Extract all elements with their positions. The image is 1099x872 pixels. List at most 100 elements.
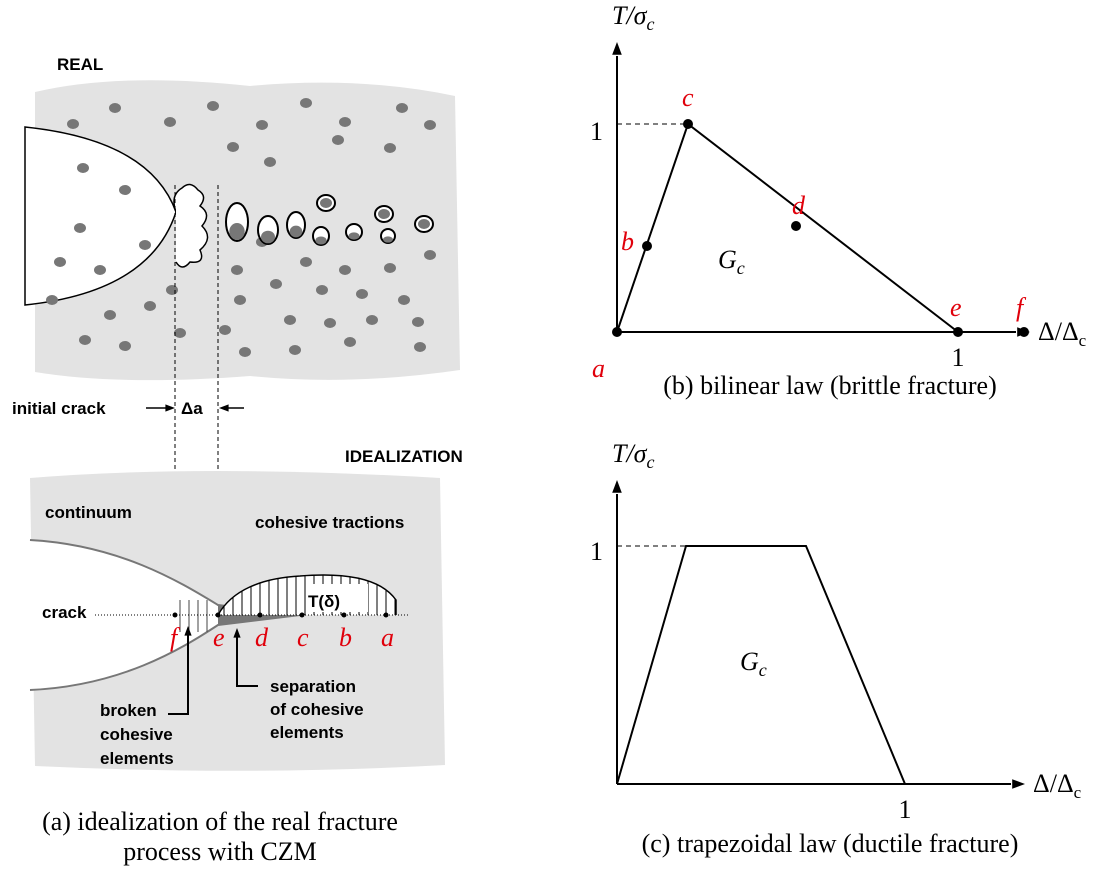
law-point (953, 327, 963, 337)
crack-fill (176, 196, 198, 260)
particle (77, 163, 89, 173)
law-point (612, 327, 622, 337)
arrow-head (612, 480, 622, 493)
particle (339, 265, 351, 275)
particle (144, 301, 156, 311)
node-label: a (381, 623, 394, 652)
particle (207, 101, 219, 111)
particle (219, 325, 231, 335)
arrow-head (612, 42, 622, 55)
particle (139, 240, 151, 250)
separation-label: separation (270, 677, 356, 696)
particle (418, 219, 430, 229)
particle (79, 335, 91, 345)
arrow-head (165, 404, 175, 411)
area-label-main: G (740, 647, 759, 676)
particle (383, 236, 393, 242)
y-tick-label: 1 (590, 117, 603, 146)
x-axis-label-main: Δ/Δ (1033, 769, 1074, 798)
particle (119, 341, 131, 351)
point-label: c (682, 83, 694, 112)
point-label: a (592, 354, 605, 383)
particle (284, 315, 296, 325)
crack-label: crack (42, 603, 87, 622)
particle (348, 232, 359, 239)
y-axis-label: T/σc (612, 1, 655, 34)
node (342, 613, 347, 618)
node (173, 613, 178, 618)
caption: (c) trapezoidal law (ductile fracture) (642, 829, 1019, 858)
x-axis-label-sub: c (1074, 783, 1082, 802)
law-point (1019, 327, 1029, 337)
y-axis-label-main: T/σ (612, 1, 648, 30)
particle (109, 103, 121, 113)
particle (300, 257, 312, 267)
node (258, 613, 263, 618)
node (300, 613, 305, 618)
x-axis-label-sub: c (1079, 331, 1087, 350)
area-label-main: G (718, 245, 737, 274)
separation-label: elements (270, 723, 344, 742)
law-point (642, 241, 652, 251)
particle (264, 157, 276, 167)
idealization-label: IDEALIZATION (345, 447, 463, 466)
y-axis-label-sub: c (647, 452, 655, 472)
node-label: d (255, 623, 269, 652)
cohesive-tractions-label: cohesive tractions (255, 513, 404, 532)
point-label: b (621, 227, 634, 256)
area-label-sub: c (759, 660, 767, 680)
x-axis-label: Δ/Δc (1033, 769, 1082, 802)
particle (412, 317, 424, 327)
particle (46, 295, 58, 305)
y-tick-label: 1 (590, 537, 603, 566)
bilinear-law (617, 124, 958, 332)
particle (344, 337, 356, 347)
particle (67, 119, 79, 129)
page: REALinitial crackΔaIDEALIZATIONT(δ)conti… (0, 0, 1099, 872)
particle (324, 318, 336, 328)
law-point (791, 221, 801, 231)
delta-a-label: Δa (181, 399, 203, 418)
particle (332, 135, 344, 145)
particle (54, 257, 66, 267)
particle (414, 342, 426, 352)
particle (384, 143, 396, 153)
particle (229, 223, 244, 240)
caption: (b) bilinear law (brittle fracture) (663, 371, 997, 400)
arrow-head (1012, 779, 1025, 789)
node-label: e (213, 623, 225, 652)
broken-label: broken (100, 701, 157, 720)
node (216, 613, 221, 618)
caption: (a) idealization of the real fracture (42, 807, 398, 836)
particle (300, 98, 312, 108)
particle (316, 285, 328, 295)
particle (366, 315, 378, 325)
particle (339, 117, 351, 127)
particle (119, 185, 131, 195)
point-label: d (792, 191, 806, 220)
area-label-sub: c (737, 258, 745, 278)
separation-label: of cohesive (270, 700, 364, 719)
y-axis-label-main: T/σ (612, 439, 648, 468)
x-axis-label: Δ/Δc (1038, 317, 1087, 350)
particle (424, 120, 436, 130)
particle (164, 117, 176, 127)
particle (378, 209, 390, 219)
broken-label: cohesive (100, 725, 173, 744)
particle (256, 120, 268, 130)
continuum-label: continuum (45, 503, 132, 522)
figure: REALinitial crackΔaIDEALIZATIONT(δ)conti… (0, 0, 1099, 872)
particle (94, 265, 106, 275)
particle (74, 223, 86, 233)
y-axis-label: T/σc (612, 439, 655, 472)
caption: process with CZM (123, 837, 317, 866)
particle (104, 310, 116, 320)
particle (239, 347, 251, 357)
real-label: REAL (57, 55, 103, 74)
initial-crack-label: initial crack (12, 399, 106, 418)
particle (261, 231, 275, 244)
particle (424, 250, 436, 260)
node (384, 613, 389, 618)
particle (396, 103, 408, 113)
node-label: c (297, 623, 309, 652)
